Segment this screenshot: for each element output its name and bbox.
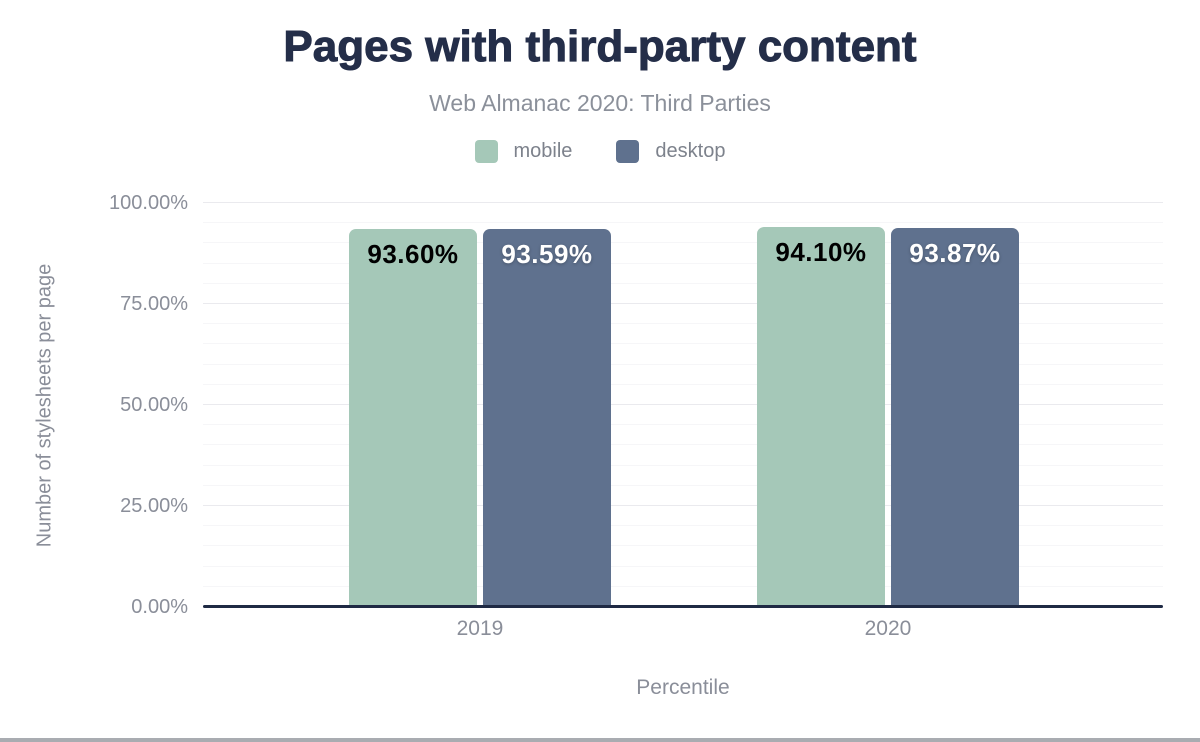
gridline [203,262,1163,264]
legend: mobile desktop [0,140,1200,163]
bar-desktop-2020: 93.87% [890,227,1019,607]
bar-value-label: 94.10% [775,236,867,267]
gridline [203,525,1163,527]
plot-area: 93.60% 93.59% 94.10% 93.87% [203,202,1163,607]
bar-desktop-2019: 93.59% [482,228,611,607]
x-axis-line [203,605,1163,608]
chart-title: Pages with third-party content [283,22,917,72]
y-tick-label: 0.00% [131,596,188,618]
legend-label-mobile: mobile [513,140,573,162]
y-tick-label: 100.00% [109,192,188,214]
bar-group-2019: 93.60% 93.59% [348,203,611,607]
gridline [203,282,1163,284]
bar-value-label: 93.87% [909,237,1001,268]
gridline [203,444,1163,446]
window-bottom-edge [0,738,1200,742]
y-tick-label: 25.00% [120,495,188,517]
gridline [203,545,1163,547]
gridline [203,404,1163,405]
bar-mobile-2020: 94.10% [756,226,885,607]
gridline [203,343,1163,345]
bar-group-2020: 94.10% 93.87% [756,203,1019,607]
chart-subtitle: Web Almanac 2020: Third Parties [429,90,771,116]
legend-item-mobile: mobile [474,140,573,163]
gridline [203,242,1163,244]
gridline [203,505,1163,506]
bar-value-label: 93.60% [367,238,459,269]
x-tick-label: 2019 [456,617,504,640]
x-tick-label: 2020 [864,617,912,640]
gridline [203,303,1163,304]
gridline [203,464,1163,466]
gridline [203,565,1163,567]
gridline [203,585,1163,587]
x-axis-title: Percentile [636,676,730,699]
bar-mobile-2019: 93.60% [348,228,477,607]
gridline [203,202,1163,203]
gridline [203,222,1163,224]
gridline [203,424,1163,426]
y-tick-label: 50.00% [120,394,188,416]
gridline [203,484,1163,486]
gridline [203,323,1163,325]
bar-value-label: 93.59% [501,238,593,269]
gridline [203,383,1163,385]
y-tick-label: 75.00% [120,293,188,315]
gridline [203,363,1163,365]
mobile-legend-swatch-icon [474,140,498,163]
legend-label-desktop: desktop [655,140,726,162]
desktop-legend-swatch-icon [616,140,640,163]
legend-item-desktop: desktop [616,140,725,163]
